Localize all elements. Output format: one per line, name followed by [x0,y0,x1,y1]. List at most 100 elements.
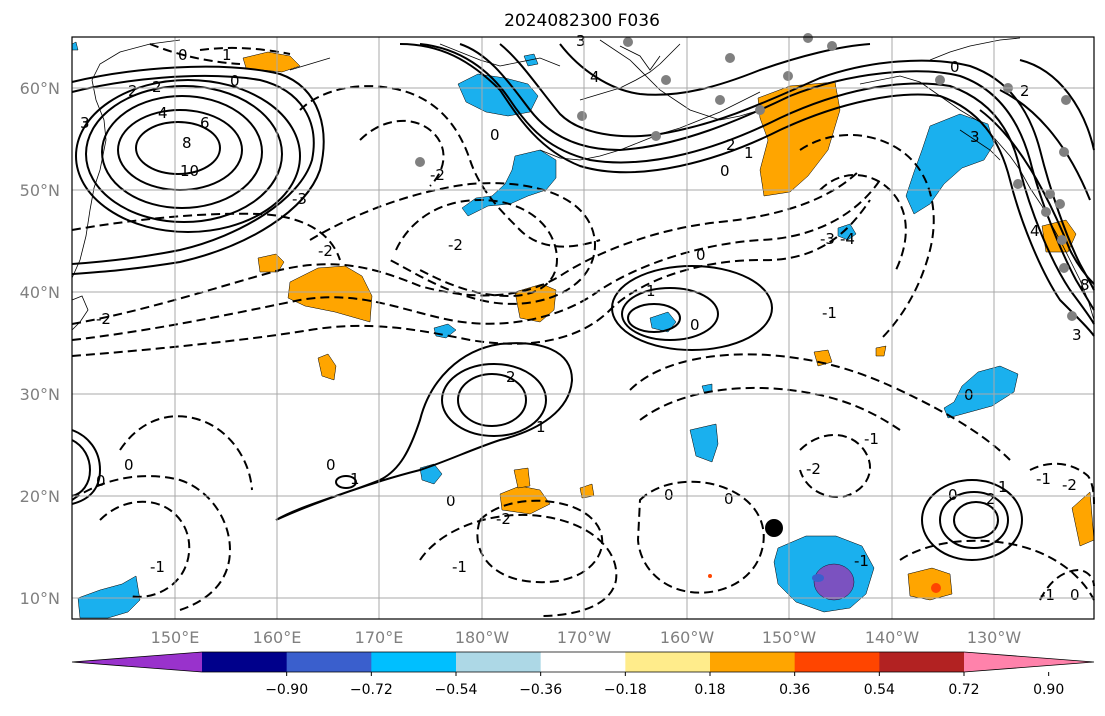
lon-label: 130°W [967,628,1022,647]
contour-labels: 0 1 0 2 2 3 4 6 8 10 0 4 3 2 0 1 0 2 3 4… [80,32,1090,604]
colorbar-segment [794,652,880,672]
colorbar-tick-label: −0.18 [604,682,647,698]
svg-text:1: 1 [744,144,754,162]
svg-text:2: 2 [152,78,162,96]
svg-text:0: 0 [96,472,106,490]
colorbar: −0.90 −0.72 −0.54 −0.36 −0.18 0.18 0.36 0.54 0.7… [71,651,1095,698]
svg-text:0: 0 [178,46,188,64]
svg-text:-2: -2 [96,310,111,328]
svg-text:0: 0 [446,492,456,510]
point-marker [765,519,783,537]
lon-label: 170°E [355,628,404,647]
svg-text:-2: -2 [448,236,463,254]
svg-text:0: 0 [696,246,706,264]
colorbar-segment [202,652,288,672]
svg-text:4: 4 [1030,222,1040,240]
svg-text:-1: -1 [1040,586,1055,604]
svg-text:0: 0 [720,162,730,180]
lon-label: 150°W [762,628,817,647]
svg-text:0: 0 [490,126,500,144]
lon-label: 160°E [253,628,302,647]
svg-text:8: 8 [1080,276,1090,294]
svg-text:0: 0 [664,486,674,504]
gridlines [72,37,1094,619]
colorbar-segment [710,652,796,672]
svg-text:-2: -2 [430,166,445,184]
map-content: 0 1 0 2 2 3 4 6 8 10 0 4 3 2 0 1 0 2 3 4… [71,32,1095,619]
svg-text:3: 3 [1072,326,1082,344]
colorbar-segment [540,652,626,672]
colorbar-tick-label: −0.54 [435,682,478,698]
lat-label: 20°N [20,487,60,506]
colorbar-tick-label: 0.18 [694,682,725,698]
svg-text:2: 2 [986,490,996,508]
svg-text:-1: -1 [864,430,879,448]
svg-text:0: 0 [1070,586,1080,604]
svg-text:1: 1 [998,478,1008,496]
svg-text:2: 2 [128,82,138,100]
lon-label: 180°W [455,628,510,647]
colorbar-segment [371,652,457,672]
svg-text:0: 0 [964,386,974,404]
positive-contours [71,43,1095,561]
colorbar-segment [879,652,965,672]
svg-text:2: 2 [1020,82,1030,100]
svg-text:4: 4 [158,104,168,122]
svg-text:1: 1 [536,418,546,436]
lat-label: 30°N [20,385,60,404]
svg-text:0: 0 [948,486,958,504]
svg-text:1: 1 [646,282,656,300]
colorbar-segment [456,652,542,672]
svg-text:-3: -3 [820,230,835,248]
lon-label: 160°W [660,628,715,647]
svg-text:-1: -1 [854,552,869,570]
svg-text:3: 3 [576,32,586,50]
lon-label: 140°W [865,628,920,647]
map-area [72,37,1094,619]
negative-contours [71,43,1095,617]
svg-text:-3: -3 [292,190,307,208]
colorbar-tick-label: 0.54 [864,682,895,698]
svg-text:0: 0 [950,58,960,76]
svg-text:2: 2 [506,368,516,386]
svg-text:0: 0 [724,490,734,508]
svg-text:-1: -1 [452,558,467,576]
lat-label: 10°N [20,589,60,608]
colorbar-tick-label: 0.36 [779,682,810,698]
svg-text:8: 8 [182,134,192,152]
svg-text:6: 6 [200,114,210,132]
svg-text:3: 3 [970,128,980,146]
svg-text:0: 0 [690,316,700,334]
svg-text:-1: -1 [822,304,837,322]
latitude-labels: 10°N 20°N 30°N 40°N 50°N 60°N [20,79,60,608]
svg-text:-2: -2 [1062,476,1077,494]
colorbar-tick-label: −0.36 [519,682,562,698]
svg-text:-2: -2 [318,242,333,260]
coastlines [71,37,1095,331]
lat-label: 60°N [20,79,60,98]
colorbar-tick-label: 0.90 [1033,682,1064,698]
svg-text:1: 1 [350,470,360,488]
longitude-labels: 150°E 160°E 170°E 180°W 170°W 160°W 150°… [151,628,1022,647]
svg-text:0: 0 [326,456,336,474]
svg-text:3: 3 [80,114,90,132]
map-title: 2024082300 F036 [504,11,660,31]
svg-text:1: 1 [222,46,232,64]
colorbar-extension-high [964,652,1094,672]
colorbar-tick-label: −0.90 [265,682,308,698]
svg-text:-2: -2 [496,510,511,528]
svg-text:10: 10 [180,162,199,180]
svg-text:-1: -1 [1036,470,1051,488]
lat-label: 50°N [20,181,60,200]
lon-label: 170°W [557,628,612,647]
svg-text:4: 4 [590,68,600,86]
lat-label: 40°N [20,283,60,302]
svg-text:-1: -1 [150,558,165,576]
colorbar-extension-low [72,652,202,672]
colorbar-segment [286,652,372,672]
svg-text:2: 2 [726,136,736,154]
colorbar-segment [625,652,711,672]
svg-text:-4: -4 [840,230,855,248]
svg-text:-2: -2 [806,460,821,478]
